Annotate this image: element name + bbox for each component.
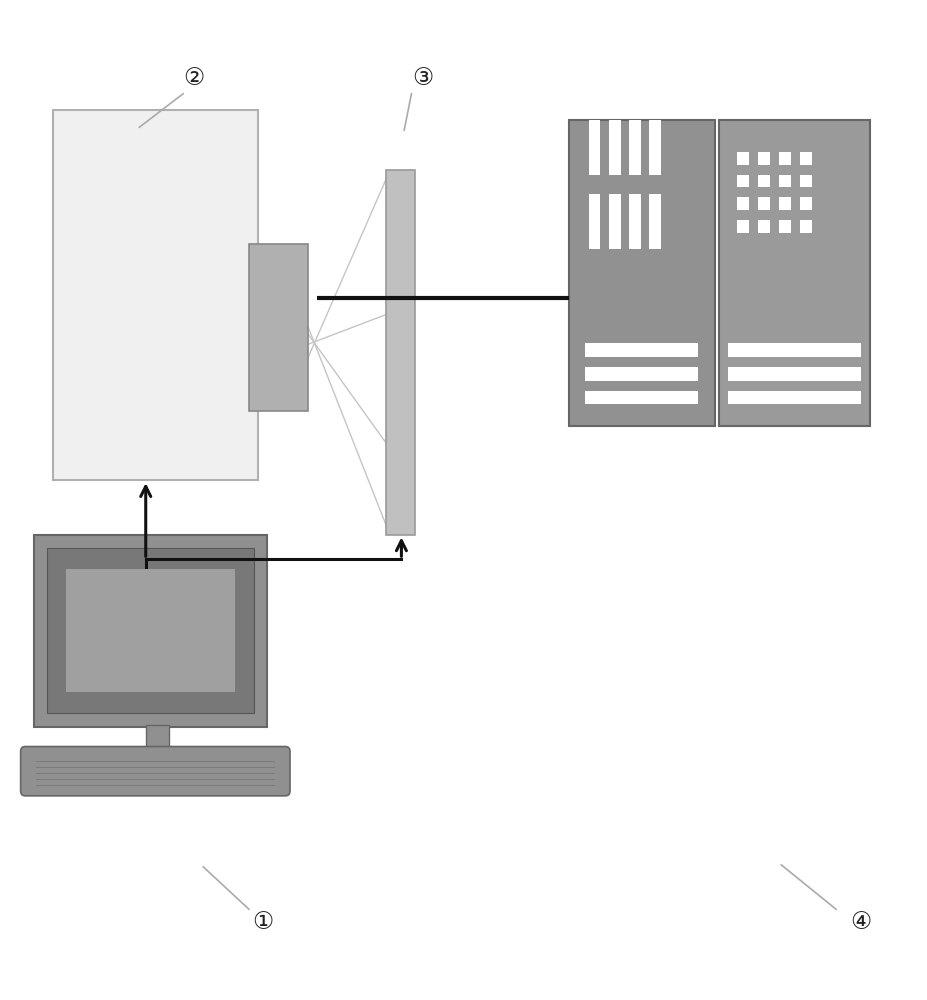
Bar xyxy=(729,367,860,381)
Bar xyxy=(758,220,770,233)
Bar xyxy=(719,120,870,426)
FancyBboxPatch shape xyxy=(20,747,290,796)
Bar xyxy=(758,197,770,210)
Text: ①: ① xyxy=(252,910,273,934)
Bar xyxy=(649,194,661,249)
Bar xyxy=(609,194,620,249)
Bar xyxy=(738,197,749,210)
Bar xyxy=(67,569,235,692)
Bar xyxy=(34,535,267,727)
Text: ②: ② xyxy=(184,66,205,90)
Bar xyxy=(729,343,860,357)
Bar xyxy=(249,244,309,411)
Bar xyxy=(800,197,812,210)
Bar xyxy=(629,194,641,249)
Text: ④: ④ xyxy=(850,910,871,934)
Bar xyxy=(47,548,254,713)
Bar xyxy=(780,152,792,165)
Bar xyxy=(589,194,601,249)
Bar xyxy=(780,197,792,210)
Bar xyxy=(609,120,620,175)
Bar xyxy=(649,120,661,175)
Text: ③: ③ xyxy=(412,66,433,90)
Bar xyxy=(53,110,258,480)
Bar xyxy=(629,120,641,175)
Bar xyxy=(568,120,715,426)
Bar xyxy=(117,752,198,768)
Bar xyxy=(146,725,170,754)
Bar xyxy=(589,120,601,175)
Bar xyxy=(780,220,792,233)
Bar xyxy=(800,220,812,233)
Bar xyxy=(800,152,812,165)
Bar xyxy=(738,175,749,187)
Bar xyxy=(738,152,749,165)
Bar xyxy=(729,391,860,404)
Bar xyxy=(738,220,749,233)
Bar xyxy=(386,170,415,535)
Bar xyxy=(758,152,770,165)
Bar xyxy=(585,391,698,404)
Bar xyxy=(585,343,698,357)
Bar xyxy=(758,175,770,187)
Bar xyxy=(585,367,698,381)
Bar xyxy=(780,175,792,187)
Bar xyxy=(800,175,812,187)
